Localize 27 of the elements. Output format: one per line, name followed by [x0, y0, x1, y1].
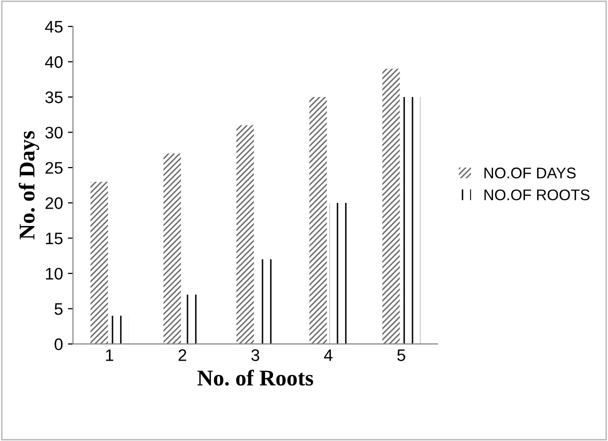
legend-label: NO.OF DAYS: [484, 168, 576, 178]
y-axis-title: No. of Days: [18, 131, 40, 240]
bar: [163, 153, 181, 344]
bar: [382, 68, 400, 344]
y-tick-label: 35: [45, 91, 63, 104]
bar: [330, 202, 348, 344]
y-tick-label: 45: [45, 21, 63, 33]
y-tick-label: 25: [46, 162, 63, 174]
bar: [309, 97, 327, 344]
legend-label: NO.OF ROOTS: [484, 189, 590, 200]
x-tick-label: 4: [324, 349, 332, 361]
y-tick-label: 0: [54, 338, 63, 350]
bar: [90, 182, 108, 344]
y-tick-label: 20: [46, 197, 63, 210]
x-tick-label: 2: [178, 349, 186, 361]
y-tick-label: 40: [45, 56, 63, 68]
bar: [236, 125, 254, 344]
y-tick-label: 5: [54, 303, 63, 315]
bar: [402, 97, 420, 344]
x-tick-label: 1: [106, 349, 114, 361]
y-tick-label: 30: [45, 126, 63, 139]
x-tick-label: 5: [397, 349, 406, 362]
y-tick-label: 15: [46, 232, 63, 244]
y-tick-label: 10: [46, 268, 63, 280]
x-tick-label: 3: [251, 349, 260, 362]
x-axis-title: No. of Roots: [197, 370, 314, 386]
bar: [110, 316, 128, 344]
